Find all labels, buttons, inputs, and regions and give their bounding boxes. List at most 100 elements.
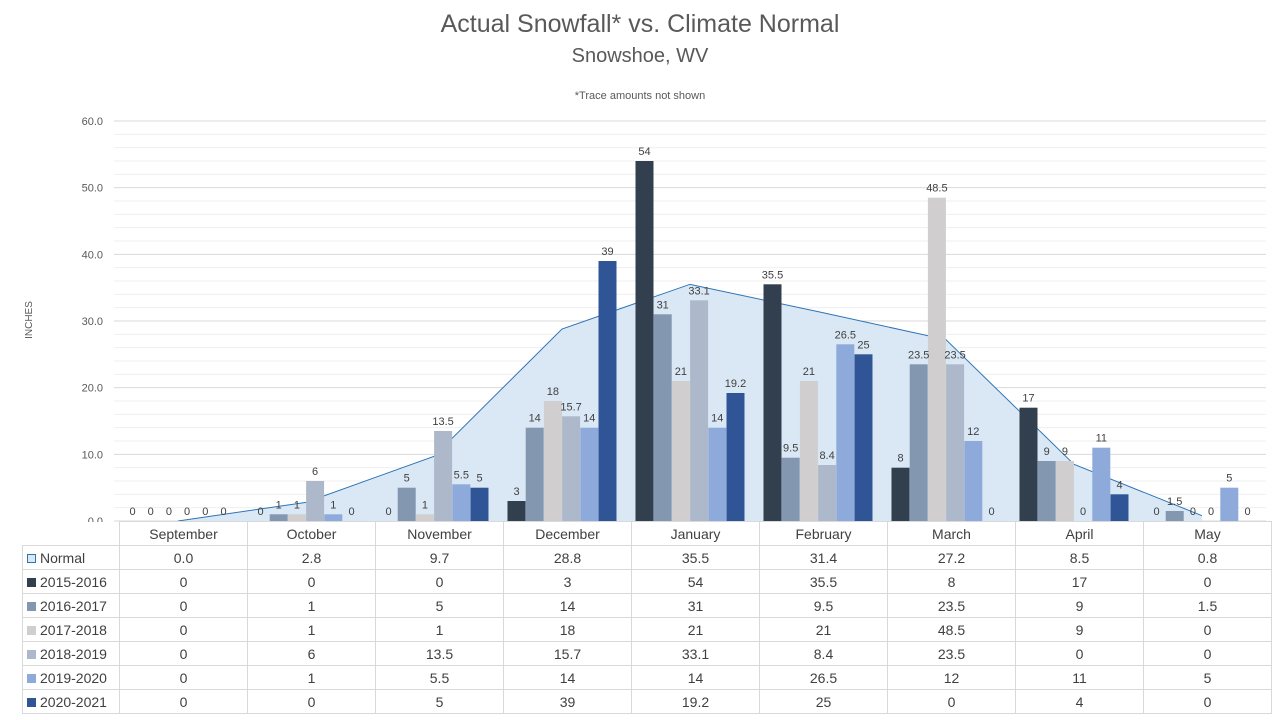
- table-cell: 18: [503, 617, 632, 642]
- table-header-row: September October November December January F…: [22, 521, 1272, 546]
- bar-2019-2020-January: [708, 427, 727, 521]
- bar-data-label: 5: [476, 473, 482, 485]
- bar-2018-2019-December: [562, 416, 581, 521]
- bar-data-label: 15.7: [560, 401, 581, 413]
- bar-2018-2019-October: [306, 481, 325, 521]
- bar-data-label: 0: [202, 506, 208, 518]
- data-table: September October November December January F…: [22, 521, 1272, 714]
- category-label: April: [1015, 521, 1144, 546]
- y-tick-labels: 0.0 10.0 20.0 30.0 40.0 50.0 60.0: [82, 116, 103, 522]
- legend-key: [27, 673, 36, 683]
- legend-key: [27, 649, 36, 659]
- bar-data-label: 0: [257, 506, 263, 518]
- legend-label: 2015-2016: [40, 573, 107, 590]
- bar-2019-2020-October: [324, 514, 343, 521]
- y-tick-label: 10.0: [82, 449, 103, 461]
- table-cell: 5.5: [375, 665, 504, 690]
- bar-2017-2018-December: [543, 401, 562, 521]
- table-cell: 5: [375, 593, 504, 618]
- bar-data-label: 1: [330, 499, 336, 511]
- bar-2019-2020-February: [836, 344, 855, 521]
- table-cell: 1: [247, 617, 376, 642]
- bar-data-label: 0: [166, 506, 172, 518]
- legend-key: [27, 625, 36, 635]
- table-row: 2015-2016 0 0 0 3 54 35.5 8 17 0: [22, 569, 1272, 594]
- bar-data-label: 21: [803, 366, 815, 378]
- bar-2019-2020-November: [452, 484, 471, 521]
- bar-data-label: 4: [1116, 479, 1122, 491]
- category-label: October: [247, 521, 376, 546]
- bar-data-label: 6: [312, 466, 318, 478]
- table-cell: 14: [631, 665, 760, 690]
- bar-2015-2016-January: [635, 161, 654, 521]
- bar-2016-2017-November: [397, 487, 416, 521]
- bar-data-label: 0: [148, 506, 154, 518]
- bar-2018-2019-November: [434, 431, 453, 521]
- table-cell: 0: [247, 569, 376, 594]
- legend-label: 2016-2017: [40, 597, 107, 614]
- table-cell: 25: [759, 689, 888, 714]
- legend-label: 2019-2020: [40, 669, 107, 686]
- legend-key: [27, 601, 36, 611]
- bar-data-label: 0: [129, 506, 135, 518]
- category-label: November: [375, 521, 504, 546]
- bar-2016-2017-December: [525, 427, 544, 521]
- table-cell: 33.1: [631, 641, 760, 666]
- bar-data-label: 0: [220, 506, 226, 518]
- bar-2016-2017-March: [909, 364, 928, 521]
- table-corner: [22, 521, 120, 546]
- bar-2020-2021-November: [470, 487, 489, 521]
- bar-2017-2018-November: [415, 514, 434, 521]
- table-cell: 4: [1015, 689, 1144, 714]
- bar-2017-2018-April: [1055, 461, 1074, 521]
- table-cell: 1: [375, 617, 504, 642]
- bar-2020-2021-January: [726, 393, 745, 521]
- table-cell: 35.5: [631, 545, 760, 570]
- legend-label: 2020-2021: [40, 693, 107, 710]
- table-cell: 0: [1143, 689, 1272, 714]
- bar-data-label: 14: [529, 413, 541, 425]
- chart-note: *Trace amounts not shown: [574, 90, 706, 102]
- table-cell: 48.5: [887, 617, 1016, 642]
- legend-key: [27, 577, 36, 587]
- table-cell: 0: [119, 617, 248, 642]
- table-cell: 11: [1015, 665, 1144, 690]
- table-cell: 0: [119, 593, 248, 618]
- table-cell: 0: [1143, 641, 1272, 666]
- bar-data-label: 35.5: [762, 269, 783, 281]
- bar-data-label: 0: [1080, 506, 1086, 518]
- bar-data-label: 12: [967, 426, 979, 438]
- bar-2020-2021-December: [598, 261, 617, 521]
- table-cell: 39: [503, 689, 632, 714]
- bar-2017-2018-October: [287, 514, 306, 521]
- table-row: 2018-2019 0 6 13.5 15.7 33.1 8.4 23.5 0 0: [22, 641, 1272, 666]
- table-cell: 9.7: [375, 545, 504, 570]
- table-cell: 54: [631, 569, 760, 594]
- table-cell: 23.5: [887, 593, 1016, 618]
- table-cell: 1.5: [1143, 593, 1272, 618]
- bar-2018-2019-March: [946, 364, 965, 521]
- bar-2020-2021-April: [1110, 494, 1129, 521]
- bar-2019-2020-December: [580, 427, 599, 521]
- y-tick-label: 0.0: [88, 516, 103, 522]
- bar-data-label: 1: [422, 499, 428, 511]
- category-label: January: [631, 521, 760, 546]
- table-cell: 0: [119, 689, 248, 714]
- bar-data-label: 1.5: [1167, 496, 1182, 508]
- bar-2017-2018-March: [927, 197, 946, 521]
- bar-data-label: 17: [1022, 393, 1034, 405]
- bar-data-label: 54: [638, 146, 650, 158]
- table-cell: 27.2: [887, 545, 1016, 570]
- legend-entry: Normal: [22, 545, 120, 570]
- table-cell: 14: [503, 665, 632, 690]
- y-tick-label: 40.0: [82, 249, 103, 261]
- bars: [269, 161, 1239, 521]
- table-cell: 13.5: [375, 641, 504, 666]
- bar-data-label: 19.2: [725, 378, 746, 390]
- table-cell: 19.2: [631, 689, 760, 714]
- legend-entry: 2016-2017: [22, 593, 120, 618]
- category-label: March: [887, 521, 1016, 546]
- bar-data-label: 5.5: [454, 469, 469, 481]
- table-cell: 0.8: [1143, 545, 1272, 570]
- table-cell: 0: [1143, 617, 1272, 642]
